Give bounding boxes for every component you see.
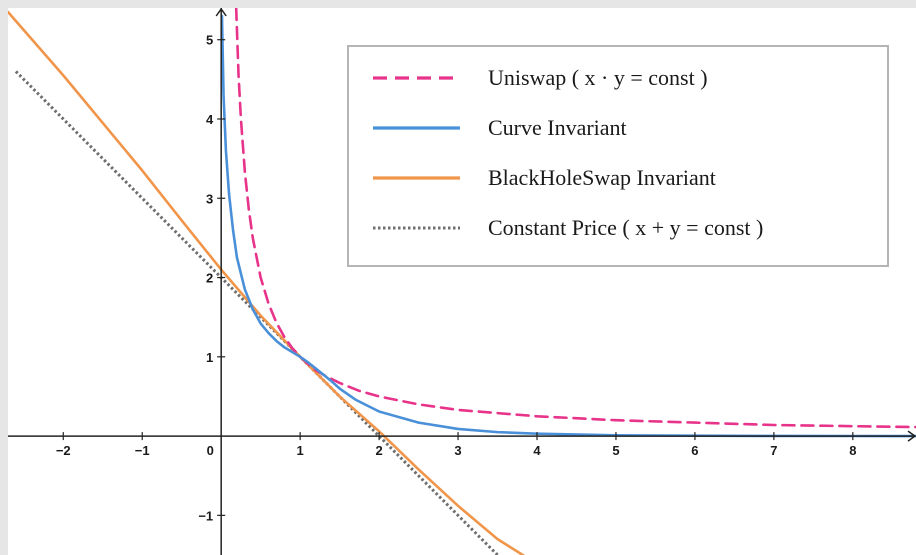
x-tick-label: 4 bbox=[533, 443, 541, 458]
x-tick-label: 0 bbox=[207, 443, 214, 458]
x-tick-label: 1 bbox=[297, 443, 304, 458]
x-tick-label: −1 bbox=[135, 443, 150, 458]
x-tick-label: 6 bbox=[691, 443, 698, 458]
x-tick-label: −2 bbox=[56, 443, 71, 458]
series-line-3 bbox=[14, 70, 499, 555]
y-tick-label: 1 bbox=[206, 350, 213, 365]
y-tick-label: 5 bbox=[206, 33, 213, 48]
y-tick-label: 4 bbox=[206, 112, 214, 127]
chart-svg: −2 −1 0 1 2 3 4 5 6 7 8 5 4 3 2 1 −1 Uniswap ( x · y = c… bbox=[8, 8, 916, 555]
series-line-2 bbox=[8, 10, 526, 555]
axis-layer bbox=[8, 8, 916, 555]
x-tick-label: 5 bbox=[612, 443, 619, 458]
tick-layer: −2 −1 0 1 2 3 4 5 6 7 8 5 4 3 2 1 −1 bbox=[56, 33, 857, 524]
y-axis-arrow bbox=[215, 8, 227, 17]
legend: Uniswap ( x · y = const ) Curve Invariant… bbox=[347, 45, 889, 267]
x-tick-label: 3 bbox=[454, 443, 461, 458]
legend-entries: Uniswap ( x · y = const ) Curve Invariant… bbox=[373, 65, 763, 240]
x-tick-label: 8 bbox=[849, 443, 856, 458]
y-tick-label: −1 bbox=[198, 508, 213, 523]
legend-label-3: Constant Price ( x + y = const ) bbox=[488, 215, 763, 240]
plot-area: −2 −1 0 1 2 3 4 5 6 7 8 5 4 3 2 1 −1 Uniswap ( x · y = c… bbox=[8, 8, 916, 555]
x-tick-label: 2 bbox=[375, 443, 382, 458]
series-line-1 bbox=[220, 14, 916, 438]
x-axis-arrow bbox=[907, 430, 916, 442]
legend-label-2: BlackHoleSwap Invariant bbox=[488, 165, 716, 190]
x-tick-label: 7 bbox=[770, 443, 777, 458]
legend-label-1: Curve Invariant bbox=[488, 115, 627, 140]
y-tick-label: 3 bbox=[206, 191, 213, 206]
legend-label-0: Uniswap ( x · y = const ) bbox=[488, 65, 708, 90]
series-layer bbox=[8, 8, 916, 555]
y-tick-label: 2 bbox=[206, 271, 213, 286]
